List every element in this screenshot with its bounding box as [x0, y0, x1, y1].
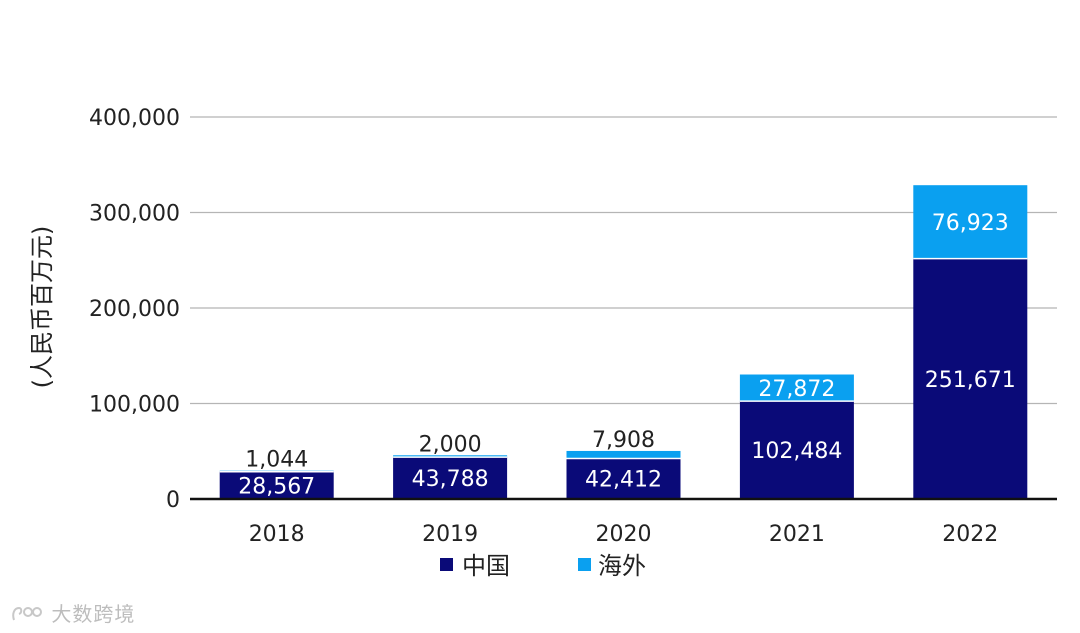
watermark: 大数跨境 — [10, 598, 135, 627]
bar-segment-china — [219, 471, 334, 499]
data-label-overseas: 76,923 — [932, 211, 1009, 236]
data-label-china: 42,412 — [585, 468, 662, 493]
y-tick-label: 300,000 — [89, 202, 180, 227]
data-label-china: 43,788 — [412, 467, 489, 492]
data-label-overseas: 1,044 — [245, 448, 308, 473]
data-label-china: 251,671 — [925, 368, 1016, 393]
bar-segment-overseas — [393, 455, 508, 458]
legend-label-overseas: 海外 — [598, 552, 646, 580]
y-tick-label: 200,000 — [89, 297, 180, 322]
watermark-text: 大数跨境 — [51, 602, 136, 626]
gridlines — [190, 116, 1057, 405]
watermark-logo-icon — [12, 607, 42, 621]
y-axis-label: (人民币百万元) — [28, 226, 56, 389]
bar-segment-china — [566, 458, 681, 499]
legend-label-china: 中国 — [462, 552, 510, 580]
data-label-china: 28,567 — [238, 474, 315, 499]
bar-segment-overseas — [739, 374, 854, 402]
x-axis-ticks: 2018 2019 2020 2021 2022 — [249, 522, 999, 547]
legend-swatch-overseas — [578, 558, 591, 571]
x-tick-label: 2020 — [596, 522, 652, 547]
data-label-china: 102,484 — [751, 439, 842, 464]
bar-segment-china — [393, 457, 508, 499]
x-tick-label: 2018 — [249, 522, 305, 547]
y-tick-label: 400,000 — [89, 106, 180, 131]
y-tick-label: 100,000 — [89, 393, 180, 418]
x-tick-label: 2019 — [422, 522, 478, 547]
legend-swatch-china — [440, 558, 453, 571]
x-tick-label: 2022 — [942, 522, 998, 547]
bar-segment-china — [913, 258, 1028, 499]
bar-segment-overseas — [913, 185, 1028, 259]
bar-segment-overseas — [566, 450, 681, 459]
y-axis-ticks: 0 100,000 200,000 300,000 400,000 — [89, 106, 180, 513]
legend: 中国 海外 — [440, 552, 646, 580]
x-tick-label: 2021 — [769, 522, 825, 547]
data-label-overseas: 27,872 — [758, 377, 835, 402]
data-label-overseas: 2,000 — [419, 432, 482, 457]
data-label-overseas: 7,908 — [592, 428, 655, 453]
bar-segment-china — [739, 401, 854, 499]
y-tick-label: 0 — [166, 488, 180, 513]
